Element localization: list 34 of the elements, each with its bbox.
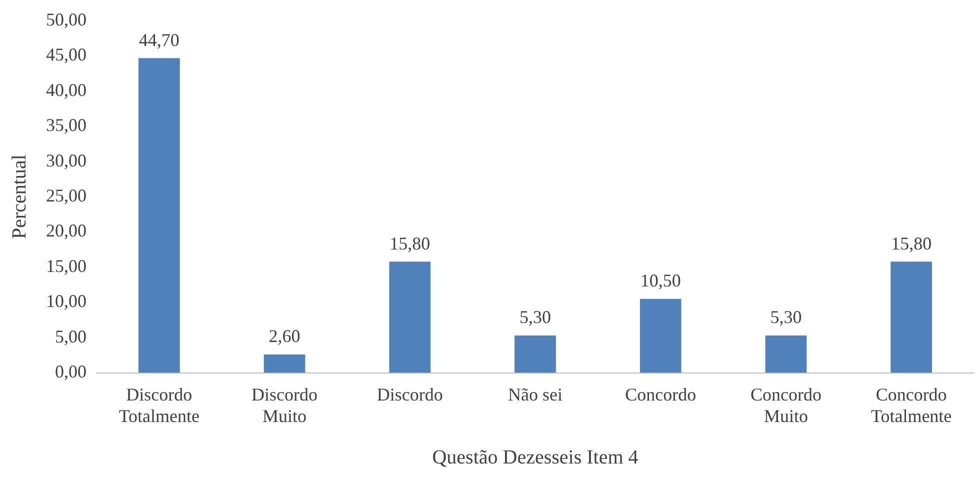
x-axis-title: Questão Dezesseis Item 4 <box>432 446 638 468</box>
x-tick-label: Discordo Muito <box>252 384 318 426</box>
y-tick-label: 20,00 <box>46 220 86 241</box>
y-tick-label: 0,00 <box>55 362 86 382</box>
y-axis-title: Percentual <box>8 154 30 240</box>
y-tick-label: 25,00 <box>46 186 86 206</box>
bar <box>389 262 431 373</box>
x-tick-label: Discordo Totalmente <box>118 384 200 426</box>
y-tick-label: 40,00 <box>46 80 86 100</box>
y-tick-label: 45,00 <box>46 44 86 65</box>
x-tick-label: Não sei <box>508 384 562 404</box>
bar <box>264 354 306 373</box>
y-tick-label: 5,00 <box>55 326 86 346</box>
bar <box>640 298 682 373</box>
y-tick-label: 10,00 <box>46 291 86 312</box>
data-label: 2,60 <box>268 326 300 346</box>
data-label: 15,80 <box>390 233 430 254</box>
x-tick-label: Concordo Totalmente <box>870 384 952 426</box>
data-label: 15,80 <box>891 233 932 254</box>
bar <box>765 335 807 373</box>
x-tick-label: Discordo <box>376 384 443 404</box>
data-label: 44,70 <box>138 30 180 50</box>
x-tick-label: Concordo <box>625 384 696 404</box>
y-tick-label: 50,00 <box>46 10 86 30</box>
bar <box>890 262 932 373</box>
y-tick-label: 15,00 <box>46 256 86 276</box>
data-label: 10,50 <box>640 270 681 291</box>
x-tick-label: Concordo Muito <box>750 384 822 426</box>
y-tick-label: 30,00 <box>46 150 86 170</box>
y-tick-label: 35,00 <box>46 115 86 136</box>
data-label: 5,30 <box>770 307 802 328</box>
bar <box>138 58 180 373</box>
bar <box>514 335 556 373</box>
data-label: 5,30 <box>520 307 551 328</box>
